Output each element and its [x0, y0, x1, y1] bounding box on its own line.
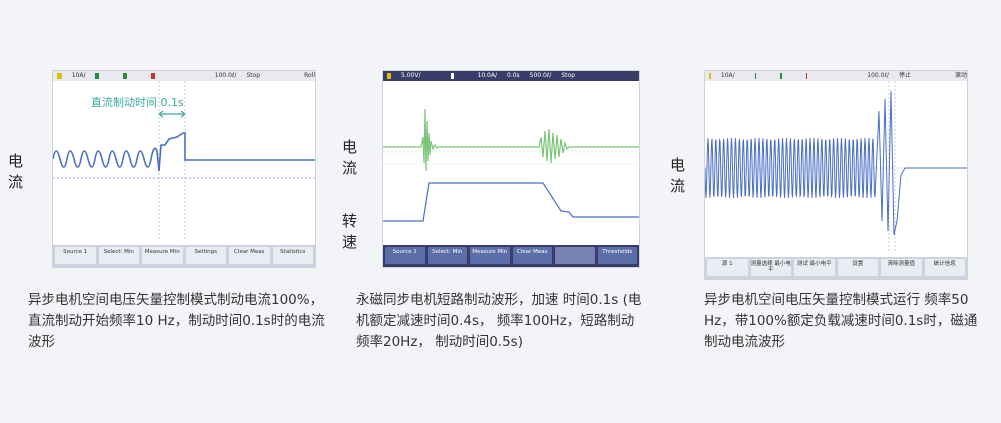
run-state: Stop — [246, 72, 261, 79]
channel-scale: 10A/ — [71, 72, 86, 79]
current-label: 电流 — [670, 156, 686, 195]
current-label: 电流 — [342, 138, 358, 177]
softkey-bar: Source 1 Select: Min Measure Min Clear M… — [383, 245, 639, 267]
mode: Roll — [304, 72, 315, 79]
waveform-area: 直流制动时间 0.1s — [53, 81, 315, 241]
delay: 0.0s — [507, 72, 520, 79]
softkey-bar: Source 1 Select: Min Measure Min Setting… — [53, 245, 315, 267]
softkey-clear-meas[interactable]: Clear Meas — [229, 247, 270, 264]
oscilloscope-screenshot: 10A/ 100.0ℓ/ 停止 滚动 源 1 测量选择 最小电平 测试 最小电平… — [704, 70, 968, 280]
oscilloscope-screenshot: 5.00V/ 10.0A/ 0.0s 500.0ℓ/ Stop Source 1… — [382, 70, 640, 268]
timebase: 100.0ℓ/ — [214, 72, 237, 79]
softkey-bar: 源 1 测量选择 最小电平 测试 最小电平 设置 清除测量值 统计信息 — [705, 257, 967, 279]
scope-status-bar: 10A/ 100.0ℓ/ 停止 滚动 — [705, 71, 967, 81]
softkey-source[interactable]: 源 1 — [707, 259, 748, 276]
softkey-measure[interactable]: Measure Min — [470, 247, 510, 264]
braking-time-annotation: 直流制动时间 0.1s — [91, 95, 184, 109]
softkey-source[interactable]: Source 1 — [385, 247, 425, 264]
softkey-source[interactable]: Source 1 — [55, 247, 96, 264]
timebase: 500.0ℓ/ — [529, 72, 552, 79]
timebase: 100.0ℓ/ — [867, 72, 889, 79]
softkey-settings[interactable]: 设置 — [837, 259, 878, 276]
run-state: 停止 — [898, 72, 911, 79]
softkey-measure[interactable]: Measure Min — [142, 247, 183, 264]
softkey-test[interactable]: 测试 最小电平 — [794, 259, 835, 276]
oscilloscope-screenshot: 10A/ 100.0ℓ/ Stop Roll 直流制动时间 0.1s Sourc… — [52, 70, 316, 268]
softkey-measure-select[interactable]: 测量选择 最小电平 — [750, 259, 791, 276]
softkey-select[interactable]: Select: Min — [427, 247, 467, 264]
caption: 异步电机空间电压矢量控制模式制动电流100%，直流制动开始频率10 Hz，制动时… — [28, 292, 325, 350]
caption: 异步电机空间电压矢量控制模式运行 频率50 Hz，带100%额定负载减速时间0.… — [704, 292, 978, 350]
waveform-area — [705, 81, 967, 251]
softkey-clear-measurements[interactable]: 清除测量值 — [881, 259, 922, 276]
softkey-thresholds[interactable]: Thresholds — [597, 247, 637, 264]
scope-status-bar: 5.00V/ 10.0A/ 0.0s 500.0ℓ/ Stop — [383, 71, 639, 81]
softkey-clear-meas[interactable]: Clear Meas — [512, 247, 552, 264]
channel-scale: 10A/ — [720, 72, 735, 79]
softkey-select[interactable]: Select: Min — [98, 247, 139, 264]
speed-label: 转速 — [342, 212, 358, 251]
run-state: Stop — [561, 72, 575, 79]
scope-status-bar: 10A/ 100.0ℓ/ Stop Roll — [53, 71, 315, 81]
softkey-statistics[interactable]: Statistics — [272, 247, 313, 264]
softkey-settings[interactable]: Settings — [185, 247, 226, 264]
channel-1-scale: 5.00V/ — [401, 72, 421, 79]
current-label: 电流 — [8, 152, 24, 191]
softkey-empty[interactable] — [555, 247, 595, 264]
caption: 永磁同步电机短路制动波形，加速 时间0.1s (电机额定减速时间0.4s， 频率… — [356, 292, 642, 350]
mode: 滚动 — [954, 72, 967, 79]
channel-2-scale: 10.0A/ — [477, 72, 498, 79]
softkey-statistics[interactable]: 统计信息 — [924, 259, 965, 276]
waveform-area — [383, 108, 639, 222]
